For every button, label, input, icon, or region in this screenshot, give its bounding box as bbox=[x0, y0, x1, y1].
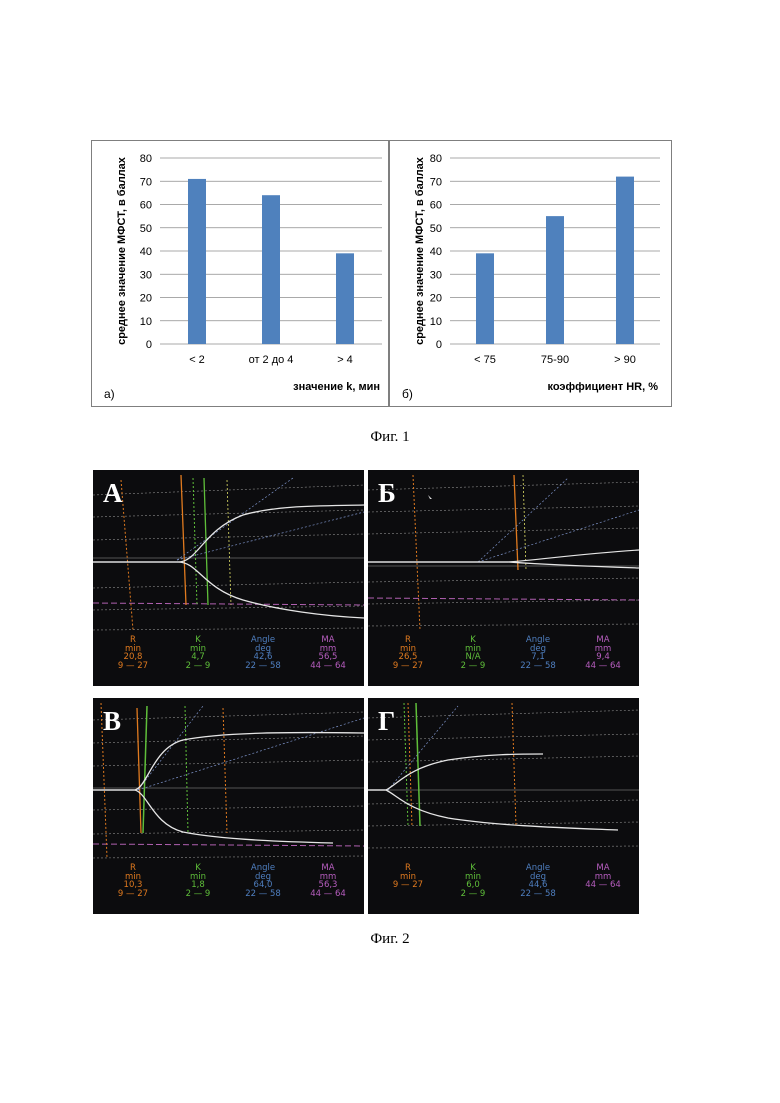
angle-readout: Angledeg 44,622 — 58 bbox=[508, 864, 568, 898]
ma-readout: MAmm 56,544 — 64 bbox=[298, 636, 358, 670]
r-readout: Rmin 10,39 — 27 bbox=[103, 864, 163, 898]
bar bbox=[616, 177, 634, 344]
panel-letter: Б bbox=[378, 478, 396, 509]
bar-chart-b-svg: 0 10 20 30 40 50 60 70 80 < 75 75-90 > 90 среднее зн… bbox=[390, 141, 671, 406]
y-tick-label: 30 bbox=[140, 269, 152, 281]
y-axis-label: среднее значение МФСТ, в баллах bbox=[414, 156, 426, 345]
x-tick-label: > 90 bbox=[614, 354, 636, 366]
y-tick-label: 80 bbox=[430, 153, 442, 165]
y-axis-label: среднее значение МФСТ, в баллах bbox=[116, 156, 128, 345]
teg-panel-a: А Rmin 20,89 — 27 Kmin 4,72 — 9 Angledeg… bbox=[93, 470, 364, 686]
r-readout: Rmin 20,89 — 27 bbox=[103, 636, 163, 670]
panel-letter: А bbox=[103, 478, 123, 509]
angle-readout: Angledeg 42,622 — 58 bbox=[233, 636, 293, 670]
bar bbox=[188, 179, 206, 344]
x-tick-label: < 75 bbox=[474, 354, 496, 366]
x-axis-label: значение k, мин bbox=[293, 381, 380, 393]
y-tick-label: 0 bbox=[146, 339, 152, 351]
bar-chart-a-svg: 0 10 20 30 40 50 60 70 80 < 2 от 2 до 4 > 4 среднее … bbox=[92, 141, 388, 406]
bar bbox=[546, 216, 564, 344]
ma-readout: MAmm 56,344 — 64 bbox=[298, 864, 358, 898]
ma-readout: MAmm 44 — 64 bbox=[573, 864, 633, 890]
y-tick-label: 40 bbox=[140, 246, 152, 258]
y-tick-label: 60 bbox=[140, 200, 152, 212]
y-tick-label: 80 bbox=[140, 153, 152, 165]
bar bbox=[262, 195, 280, 344]
x-axis-label: коэффициент HR, % bbox=[547, 381, 658, 393]
x-tick-label: от 2 до 4 bbox=[249, 354, 294, 366]
y-tick-label: 40 bbox=[430, 246, 442, 258]
y-tick-label: 50 bbox=[430, 223, 442, 235]
teg-panel-d: Г Rmin 9 — 27 Kmin 6,02 — 9 Angledeg 44,… bbox=[368, 698, 639, 914]
y-tick-label: 50 bbox=[140, 223, 152, 235]
teg-panel-c: В Rmin 10,39 — 27 Kmin 1,82 — 9 Angledeg… bbox=[93, 698, 364, 914]
angle-readout: Angledeg 7,122 — 58 bbox=[508, 636, 568, 670]
bar bbox=[336, 253, 354, 344]
panel-letter: а) bbox=[104, 387, 115, 401]
y-tick-label: 10 bbox=[430, 316, 442, 328]
figure-2-caption: Фиг. 2 bbox=[0, 931, 780, 948]
k-readout: Kmin 6,02 — 9 bbox=[443, 864, 503, 898]
y-tick-label: 20 bbox=[140, 293, 152, 305]
teg-panel-b: Б Rmin 26,59 — 27 Kmin N/A2 — 9 Angledeg… bbox=[368, 470, 639, 686]
bar-chart-a: 0 10 20 30 40 50 60 70 80 < 2 от 2 до 4 > 4 среднее … bbox=[91, 140, 389, 407]
y-tick-label: 30 bbox=[430, 269, 442, 281]
x-tick-label: 75-90 bbox=[541, 354, 569, 366]
y-tick-label: 0 bbox=[436, 339, 442, 351]
bar-chart-b: 0 10 20 30 40 50 60 70 80 < 75 75-90 > 90 среднее зн… bbox=[389, 140, 672, 407]
panel-letter: Г bbox=[378, 706, 395, 737]
angle-readout: Angledeg 64,022 — 58 bbox=[233, 864, 293, 898]
figure-1-caption: Фиг. 1 bbox=[0, 429, 780, 446]
k-readout: Kmin 4,72 — 9 bbox=[168, 636, 228, 670]
panel-letter: б) bbox=[402, 387, 413, 401]
ma-readout: MAmm 9,444 — 64 bbox=[573, 636, 633, 670]
y-tick-label: 10 bbox=[140, 316, 152, 328]
y-tick-label: 60 bbox=[430, 200, 442, 212]
r-readout: Rmin 9 — 27 bbox=[378, 864, 438, 890]
k-readout: Kmin N/A2 — 9 bbox=[443, 636, 503, 670]
y-tick-label: 20 bbox=[430, 293, 442, 305]
k-readout: Kmin 1,82 — 9 bbox=[168, 864, 228, 898]
x-tick-label: > 4 bbox=[337, 354, 353, 366]
r-readout: Rmin 26,59 — 27 bbox=[378, 636, 438, 670]
y-tick-label: 70 bbox=[430, 176, 442, 188]
bar bbox=[476, 253, 494, 344]
x-tick-label: < 2 bbox=[189, 354, 205, 366]
y-tick-label: 70 bbox=[140, 176, 152, 188]
panel-letter: В bbox=[103, 706, 121, 737]
